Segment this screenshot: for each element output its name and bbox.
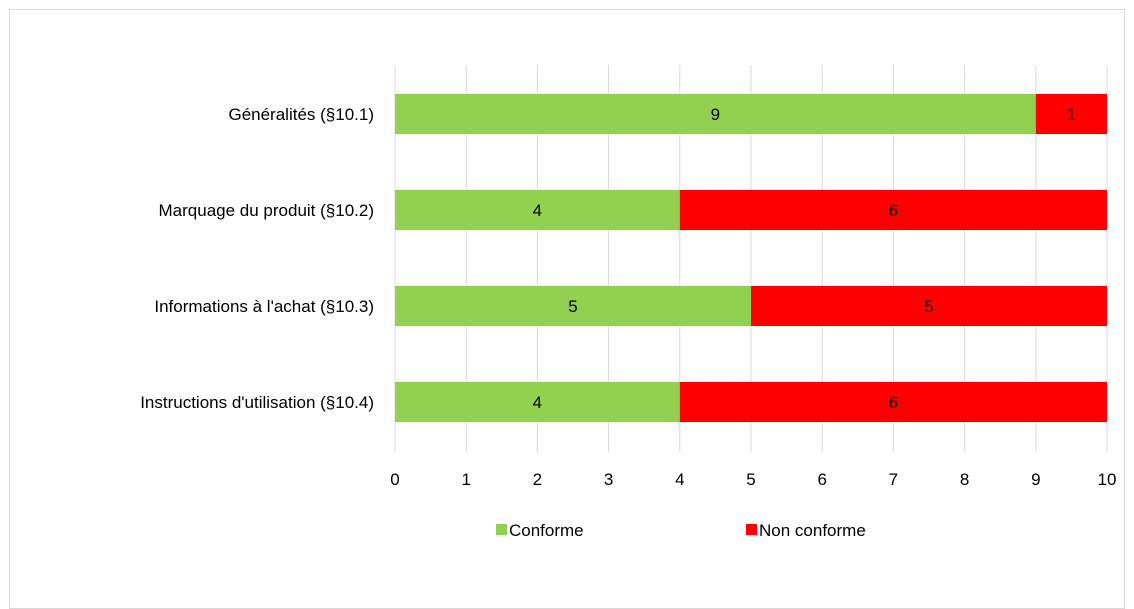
bars: 9 1 4 6 5 5 4 6 [395,94,1107,422]
category-label: Généralités (§10.1) [228,105,374,124]
bar-non-conforme [679,190,1107,230]
data-label: 4 [533,393,542,412]
category-label: Marquage du produit (§10.2) [159,201,374,220]
data-label: 5 [924,297,933,316]
bar-conforme [395,286,751,326]
legend-label: Conforme [509,521,584,540]
x-tick-label: 0 [390,470,399,489]
x-tick-label: 6 [817,470,826,489]
legend-swatch-conforme [496,524,507,535]
category-label: Instructions d'utilisation (§10.4) [140,393,374,412]
legend-swatch-non-conforme [746,524,757,535]
x-tick-label: 1 [461,470,470,489]
x-tick-label: 8 [960,470,969,489]
x-tick-label: 5 [746,470,755,489]
bar-non-conforme [751,286,1107,326]
x-tick-label: 4 [675,470,684,489]
data-label: 5 [568,297,577,316]
bar-non-conforme [679,382,1107,422]
x-tick-label: 3 [604,470,613,489]
data-label: 6 [889,201,898,220]
bar-conforme [395,94,1036,134]
category-label: Informations à l'achat (§10.3) [154,297,374,316]
legend-label: Non conforme [759,521,866,540]
x-tick-label: 9 [1031,470,1040,489]
x-tick-label: 10 [1098,470,1117,489]
bar-non-conforme [1035,94,1107,134]
stacked-bar-chart: 9 1 4 6 5 5 4 6 Généralités (§10.1) Marquage du … [140,65,1116,540]
data-label: 1 [1067,105,1076,124]
bar-conforme [395,190,680,230]
bar-conforme [395,382,680,422]
data-label: 6 [889,393,898,412]
data-label: 4 [533,201,542,220]
data-label: 9 [711,105,720,124]
value-axis-tick-labels: 0 1 2 3 4 5 6 7 8 9 10 [390,470,1116,489]
legend: Conforme Non conforme [496,521,866,540]
category-axis-labels: Généralités (§10.1) Marquage du produit (… [140,105,374,412]
x-tick-label: 2 [533,470,542,489]
x-tick-label: 7 [889,470,898,489]
